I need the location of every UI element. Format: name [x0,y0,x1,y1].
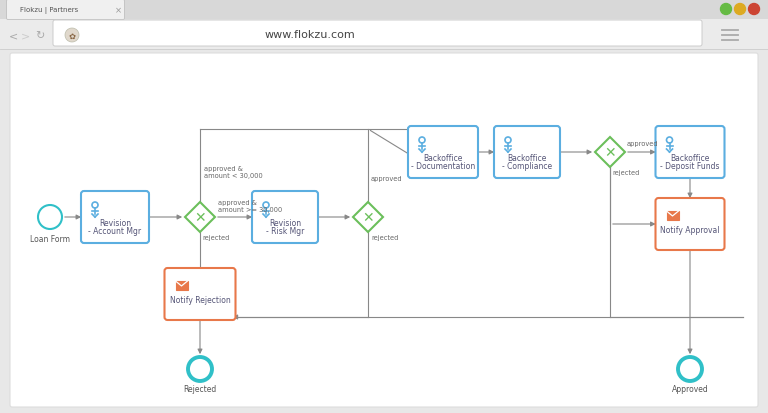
Text: Revision: Revision [269,219,301,228]
FancyBboxPatch shape [252,192,318,243]
FancyBboxPatch shape [667,211,678,221]
Circle shape [419,138,425,144]
Circle shape [188,357,212,381]
Circle shape [65,29,79,43]
Circle shape [720,5,731,15]
Text: Backoffice: Backoffice [508,154,547,163]
Text: Backoffice: Backoffice [423,154,462,163]
Text: rejected: rejected [612,170,640,176]
Circle shape [92,202,98,209]
Text: approved: approved [627,141,659,147]
Text: - Compliance: - Compliance [502,162,552,171]
Text: ✕: ✕ [362,211,374,224]
Text: Approved: Approved [672,384,708,393]
FancyBboxPatch shape [494,127,560,178]
Text: Loan Form: Loan Form [30,235,70,243]
FancyBboxPatch shape [408,127,478,178]
Circle shape [38,206,62,230]
Text: - Risk Mgr: - Risk Mgr [266,227,304,236]
FancyBboxPatch shape [656,127,724,178]
FancyBboxPatch shape [164,268,236,320]
FancyBboxPatch shape [656,199,724,250]
Circle shape [263,202,269,209]
Text: Rejected: Rejected [184,384,217,393]
Text: approved &: approved & [218,199,257,206]
Text: rejected: rejected [202,235,230,240]
Circle shape [678,357,702,381]
Text: ✕: ✕ [194,211,206,224]
Text: approved: approved [371,176,402,182]
Text: rejected: rejected [371,235,399,240]
Text: ↻: ↻ [35,31,45,41]
Text: Notify Rejection: Notify Rejection [170,296,230,305]
Text: Notify Approval: Notify Approval [660,226,720,235]
FancyBboxPatch shape [6,0,124,21]
Text: ✿: ✿ [68,31,75,40]
Text: ✕: ✕ [604,146,616,159]
Polygon shape [595,138,625,168]
Text: Backoffice: Backoffice [670,154,710,163]
Text: - Deposit Funds: - Deposit Funds [660,162,720,171]
Text: - Documentation: - Documentation [411,162,475,171]
Circle shape [749,5,760,15]
Text: www.flokzu.com: www.flokzu.com [265,30,356,40]
Text: approved &: approved & [204,166,243,171]
FancyBboxPatch shape [0,0,768,20]
Circle shape [734,5,746,15]
FancyBboxPatch shape [10,54,758,407]
Text: ×: × [114,7,121,15]
Text: Flokzu | Partners: Flokzu | Partners [20,7,78,14]
FancyBboxPatch shape [0,20,768,50]
Text: - Account Mgr: - Account Mgr [88,227,141,236]
Polygon shape [185,202,215,233]
FancyBboxPatch shape [81,192,149,243]
Polygon shape [353,202,383,233]
Text: <: < [9,31,18,41]
Text: >: > [22,31,31,41]
Text: amount < 30,000: amount < 30,000 [204,173,263,178]
Text: amount >= 30,000: amount >= 30,000 [218,206,283,212]
Text: Revision: Revision [99,219,131,228]
Circle shape [505,138,511,144]
FancyBboxPatch shape [53,21,702,47]
FancyBboxPatch shape [176,281,187,290]
Circle shape [667,138,673,144]
